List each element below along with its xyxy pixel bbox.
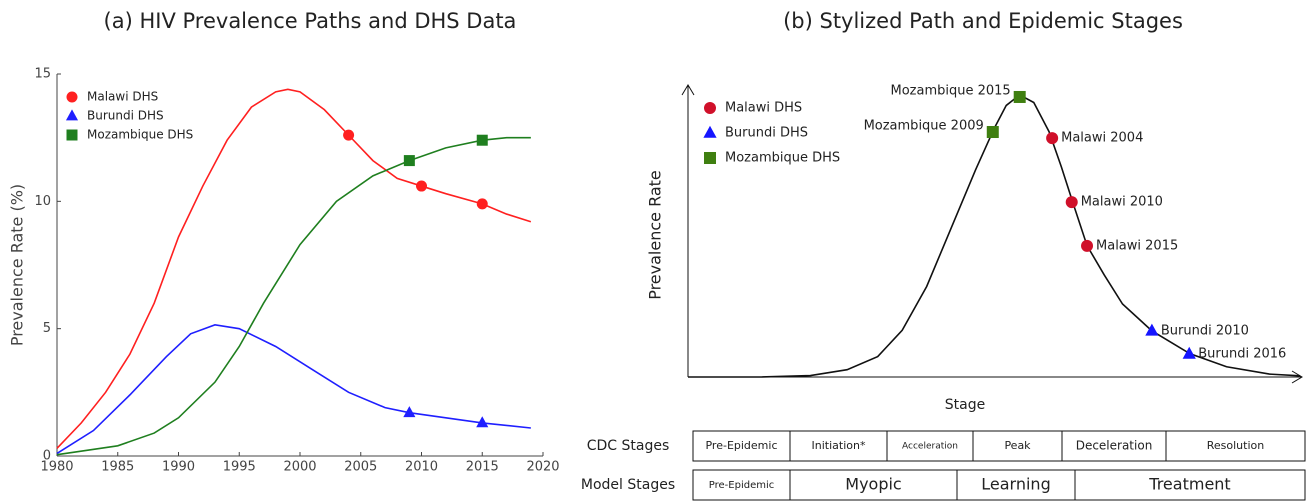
marker	[403, 406, 416, 418]
x-tick-label: 2020	[526, 460, 559, 475]
x-tick-label: 2010	[405, 460, 438, 475]
point-label: Burundi 2016	[1198, 346, 1286, 361]
x-tick-label: 1980	[40, 460, 73, 475]
table-cell	[789, 469, 958, 501]
x-tick-label: 1985	[101, 460, 134, 475]
marker	[476, 198, 488, 210]
y-tick-label: 5	[43, 321, 51, 336]
curve	[688, 93, 1301, 378]
marker	[1046, 132, 1059, 145]
marker	[1013, 90, 1026, 103]
table-cell	[956, 469, 1076, 501]
point-label: Malawi 2010	[1081, 195, 1163, 210]
marker	[1081, 239, 1094, 252]
panel-b-xlabel: Stage	[945, 397, 985, 413]
legend-label: Malawi DHS	[87, 90, 158, 104]
marker	[704, 102, 716, 114]
cell-label: Peak	[1004, 439, 1031, 452]
point-label: Mozambique 2015	[891, 83, 1011, 98]
marker	[416, 180, 427, 192]
marker	[476, 134, 488, 146]
legend-label: Burundi DHS	[725, 126, 808, 141]
panel-b-title: (b) Stylized Path and Epidemic Stages	[783, 9, 1183, 33]
marker	[403, 155, 415, 167]
y-tick-label: 10	[34, 194, 51, 209]
marker	[343, 129, 355, 141]
y-tick-label: 0	[43, 449, 51, 464]
marker	[1182, 346, 1196, 359]
axis-arrows	[681, 84, 1303, 384]
marker	[65, 109, 79, 121]
marker	[1065, 196, 1078, 209]
cell-label: Pre-Epidemic	[705, 439, 777, 452]
y-tick-label: 15	[34, 67, 51, 82]
marker	[1145, 323, 1159, 336]
cell-label: Resolution	[1207, 439, 1265, 452]
cell-label: Myopic	[845, 475, 901, 494]
panel-a-ylabel: Prevalence Rate (%)	[8, 184, 27, 346]
cell-label: Learning	[981, 475, 1050, 494]
x-tick-label: 1995	[223, 460, 256, 475]
cell-label: Pre-Epidemic	[709, 480, 774, 491]
legend-label: Mozambique DHS	[725, 151, 840, 166]
marker	[986, 126, 999, 139]
legend-label: Malawi DHS	[725, 101, 802, 116]
cell-label: Treatment	[1148, 475, 1230, 494]
series-line	[56, 88, 532, 449]
cell-label: Initiation*	[812, 439, 866, 452]
cell-label: Acceleration	[902, 442, 958, 452]
point-label: Malawi 2015	[1096, 238, 1178, 253]
marker	[703, 125, 717, 138]
marker	[476, 416, 489, 428]
x-tick-label: 2000	[283, 460, 316, 475]
x-tick-label: 2005	[344, 460, 377, 475]
series-line	[56, 324, 531, 455]
legend-label: Burundi DHS	[87, 109, 164, 123]
table-cell	[1165, 430, 1306, 462]
row-label: CDC Stages	[587, 438, 670, 454]
marker	[66, 91, 78, 103]
legend-label: Mozambique DHS	[87, 128, 193, 142]
point-label: Burundi 2010	[1161, 323, 1249, 338]
point-label: Mozambique 2009	[864, 119, 984, 134]
marker	[704, 152, 716, 164]
x-tick-label: 1990	[162, 460, 195, 475]
row-label: Model Stages	[581, 477, 675, 493]
table-cell	[972, 430, 1063, 462]
table-cell	[886, 430, 974, 462]
panel-a-title: (a) HIV Prevalence Paths and DHS Data	[104, 9, 517, 33]
series-line	[56, 136, 531, 456]
point-label: Malawi 2004	[1061, 131, 1143, 146]
cell-label: Deceleration	[1076, 439, 1153, 453]
x-tick-label: 2015	[466, 460, 499, 475]
table-cell	[1074, 469, 1306, 501]
marker	[66, 129, 78, 141]
table-cell	[1061, 430, 1167, 462]
panel-b-ylabel: Prevalence Rate	[646, 170, 665, 300]
